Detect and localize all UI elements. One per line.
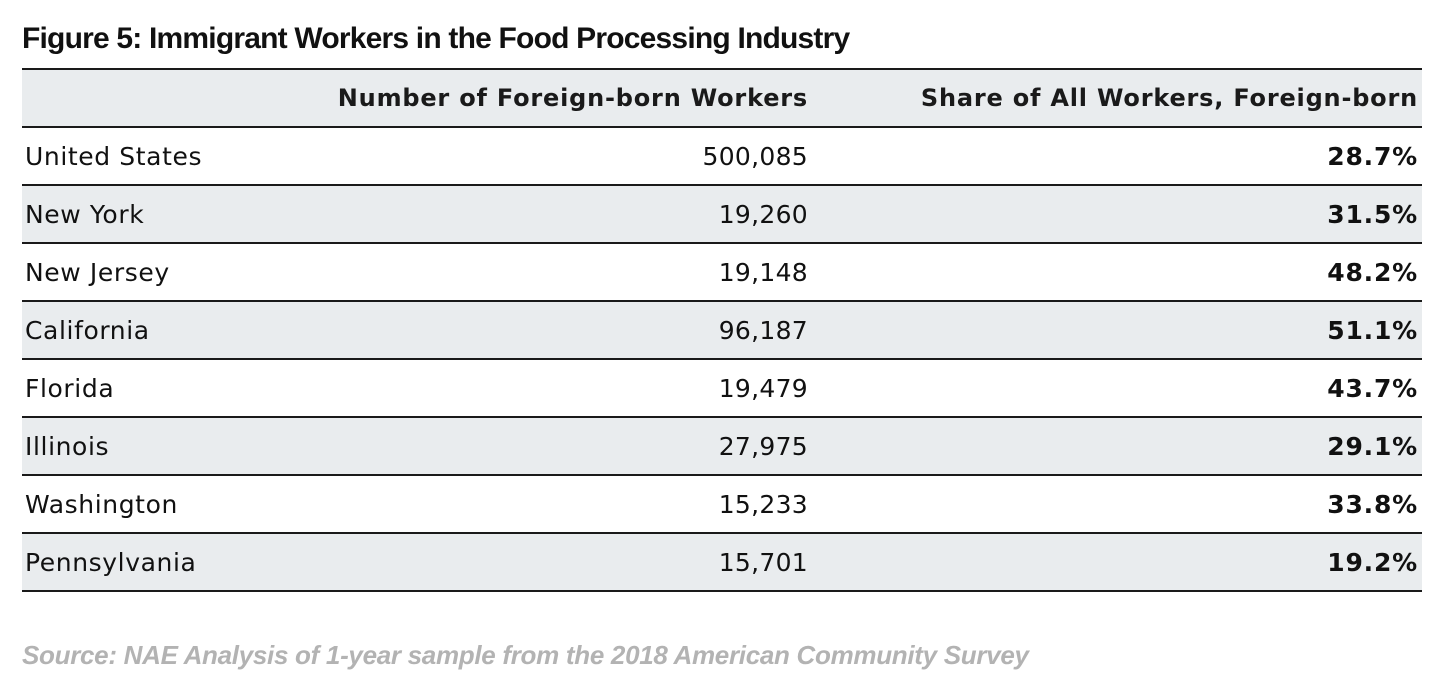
header-workers: Number of Foreign-born Workers: [337, 84, 808, 112]
table-row: Pennsylvania 15,701 19.2%: [22, 533, 1422, 591]
share-cell: 33.8%: [1327, 489, 1418, 519]
state-cell: Pennsylvania: [25, 547, 197, 577]
header-share: Share of All Workers, Foreign-born: [920, 84, 1418, 112]
workers-cell: 19,479: [718, 373, 808, 403]
share-cell: 19.2%: [1327, 547, 1418, 577]
header-state: [22, 69, 262, 127]
workers-cell: 19,260: [718, 199, 808, 229]
state-cell: Washington: [25, 489, 178, 519]
share-cell: 48.2%: [1327, 257, 1418, 287]
share-cell: 31.5%: [1327, 199, 1418, 229]
table-row: California 96,187 51.1%: [22, 301, 1422, 359]
table-row: Washington 15,233 33.8%: [22, 475, 1422, 533]
table-row: New York 19,260 31.5%: [22, 185, 1422, 243]
workers-cell: 15,233: [718, 489, 808, 519]
workers-cell: 96,187: [718, 315, 808, 345]
source-note: Source: NAE Analysis of 1-year sample fr…: [22, 640, 1029, 670]
state-cell: Florida: [25, 373, 115, 403]
workers-cell: 27,975: [718, 431, 808, 461]
state-cell: New York: [25, 199, 145, 229]
workers-cell: 15,701: [718, 547, 808, 577]
table-row: United States 500,085 28.7%: [22, 127, 1422, 185]
workers-cell: 500,085: [702, 141, 808, 171]
share-cell: 28.7%: [1327, 141, 1418, 171]
state-cell: United States: [25, 141, 203, 171]
table-row: Illinois 27,975 29.1%: [22, 417, 1422, 475]
data-table: Number of Foreign-born Workers Share of …: [22, 68, 1422, 592]
state-cell: California: [25, 315, 150, 345]
state-cell: Illinois: [25, 431, 110, 461]
table-row: New Jersey 19,148 48.2%: [22, 243, 1422, 301]
workers-cell: 19,148: [718, 257, 808, 287]
share-cell: 51.1%: [1327, 315, 1418, 345]
table-header-row: Number of Foreign-born Workers Share of …: [22, 69, 1422, 127]
figure-title: Figure 5: Immigrant Workers in the Food …: [22, 22, 850, 55]
data-table-container: Number of Foreign-born Workers Share of …: [22, 68, 1422, 592]
table-row: Florida 19,479 43.7%: [22, 359, 1422, 417]
share-cell: 29.1%: [1327, 431, 1418, 461]
share-cell: 43.7%: [1327, 373, 1418, 403]
state-cell: New Jersey: [25, 257, 170, 287]
